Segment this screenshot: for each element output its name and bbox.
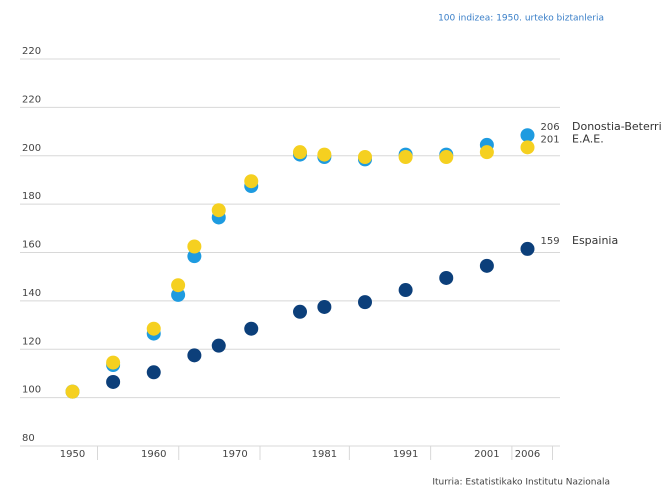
- end-value-label: 159: [541, 236, 560, 247]
- dot: [358, 150, 372, 165]
- series-label: E.A.E.: [572, 132, 604, 145]
- dot: [520, 241, 535, 256]
- dot: [520, 128, 535, 143]
- end-value-label: 201: [541, 134, 560, 145]
- source-note: Iturria: Estatistikako Institutu Naziona…: [432, 478, 610, 488]
- x-tick-label: 1950: [60, 449, 85, 460]
- dot: [358, 295, 372, 310]
- dot: [187, 239, 202, 254]
- y-tick-label: 80: [22, 433, 35, 444]
- series-label: Espainia: [572, 234, 618, 247]
- x-tick-label: 1991: [393, 449, 418, 460]
- dot: [211, 203, 226, 218]
- dot: [520, 140, 535, 155]
- dot: [317, 147, 332, 162]
- dot: [187, 249, 202, 264]
- x-tick-label: 2006: [515, 449, 540, 460]
- dot: [398, 283, 413, 298]
- y-tick-label: 100: [22, 385, 41, 396]
- dot: [439, 150, 454, 165]
- dot: [65, 384, 80, 399]
- dot: [146, 365, 161, 380]
- dot: [146, 321, 161, 336]
- y-tick-label: 220: [22, 94, 41, 105]
- dot: [171, 287, 186, 302]
- dot: [293, 145, 307, 160]
- y-tick-label: 220: [22, 46, 41, 57]
- end-value-label: 206: [541, 122, 560, 133]
- dot: [171, 278, 186, 293]
- dot: [244, 321, 259, 336]
- dot: [317, 299, 332, 314]
- dot: [244, 174, 259, 189]
- x-tick-label: 1981: [312, 449, 337, 460]
- dot: [439, 270, 454, 285]
- dot: [106, 374, 121, 389]
- dot: [479, 258, 494, 273]
- y-tick-label: 140: [22, 288, 41, 299]
- y-tick-label: 120: [22, 336, 41, 347]
- dot: [187, 348, 202, 363]
- dot: [106, 355, 121, 370]
- dot: [211, 338, 226, 353]
- index-note: 100 indizea: 1950. urteko biztanleria: [438, 14, 604, 24]
- dot: [398, 150, 413, 165]
- x-tick-label: 2001: [474, 449, 499, 460]
- x-tick-label: 1970: [222, 449, 247, 460]
- y-tick-label: 180: [22, 191, 41, 202]
- series-label: Donostia-Beterri: [572, 120, 662, 133]
- y-tick-label: 160: [22, 240, 41, 251]
- dot: [479, 145, 494, 160]
- y-tick-label: 200: [22, 143, 41, 154]
- dot: [293, 304, 307, 319]
- x-tick-label: 1960: [141, 449, 166, 460]
